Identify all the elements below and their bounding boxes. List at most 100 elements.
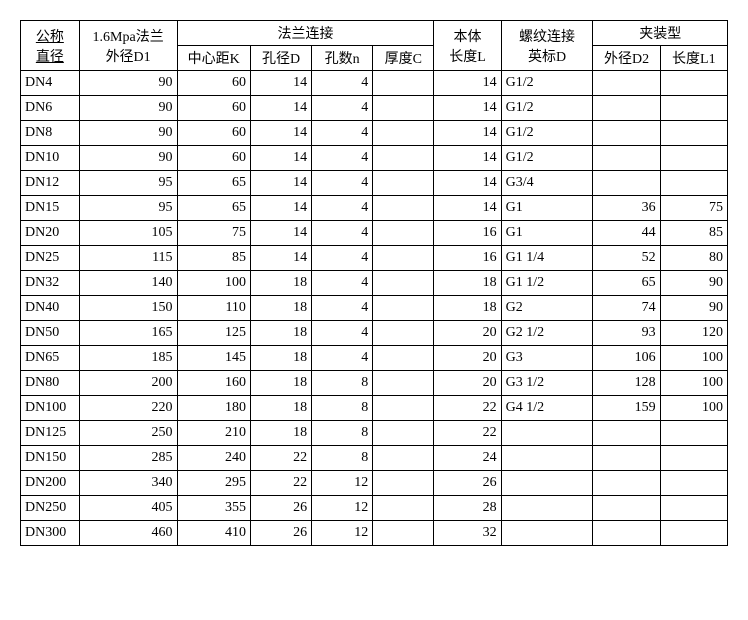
- cell-d: 14: [250, 221, 311, 246]
- cell-thr: G4 1/2: [501, 396, 593, 421]
- cell-d1: 250: [79, 421, 177, 446]
- table-row: DN15956514414G13675: [21, 196, 728, 221]
- cell-n: 12: [312, 521, 373, 546]
- cell-d1: 90: [79, 96, 177, 121]
- cell-c: [373, 271, 434, 296]
- cell-n: 4: [312, 271, 373, 296]
- cell-n: 8: [312, 396, 373, 421]
- cell-d: 22: [250, 446, 311, 471]
- cell-k: 295: [177, 471, 250, 496]
- header-l: 本体 长度L: [434, 21, 501, 71]
- cell-n: 4: [312, 346, 373, 371]
- table-row: DN12525021018822: [21, 421, 728, 446]
- cell-l1: 100: [660, 396, 727, 421]
- cell-thr: G2 1/2: [501, 321, 593, 346]
- cell-d: 14: [250, 146, 311, 171]
- cell-n: 4: [312, 96, 373, 121]
- cell-k: 85: [177, 246, 250, 271]
- header-d2: 外径D2: [593, 46, 660, 71]
- cell-d1: 200: [79, 371, 177, 396]
- cell-d1: 460: [79, 521, 177, 546]
- cell-d1: 95: [79, 196, 177, 221]
- header-dn-line2: 直径: [36, 50, 64, 65]
- header-dn: 公称 直径: [21, 21, 80, 71]
- cell-d: 18: [250, 271, 311, 296]
- cell-d2: 159: [593, 396, 660, 421]
- cell-d: 14: [250, 121, 311, 146]
- header-k: 中心距K: [177, 46, 250, 71]
- cell-k: 180: [177, 396, 250, 421]
- cell-d1: 150: [79, 296, 177, 321]
- cell-d2: 65: [593, 271, 660, 296]
- cell-d2: [593, 146, 660, 171]
- cell-d2: [593, 496, 660, 521]
- header-thread-line1: 螺纹连接: [519, 30, 575, 45]
- cell-k: 125: [177, 321, 250, 346]
- cell-c: [373, 196, 434, 221]
- cell-c: [373, 346, 434, 371]
- cell-d2: 93: [593, 321, 660, 346]
- cell-c: [373, 246, 434, 271]
- cell-l1: [660, 146, 727, 171]
- cell-dn: DN20: [21, 221, 80, 246]
- cell-dn: DN12: [21, 171, 80, 196]
- cell-l: 14: [434, 71, 501, 96]
- cell-k: 65: [177, 171, 250, 196]
- cell-n: 4: [312, 71, 373, 96]
- cell-c: [373, 121, 434, 146]
- table-row: DN4015011018418G27490: [21, 296, 728, 321]
- cell-n: 4: [312, 246, 373, 271]
- cell-n: 8: [312, 371, 373, 396]
- cell-d: 18: [250, 321, 311, 346]
- cell-l1: [660, 96, 727, 121]
- cell-c: [373, 446, 434, 471]
- cell-dn: DN200: [21, 471, 80, 496]
- cell-n: 4: [312, 321, 373, 346]
- cell-l: 18: [434, 296, 501, 321]
- cell-l1: [660, 121, 727, 146]
- cell-k: 355: [177, 496, 250, 521]
- cell-n: 12: [312, 496, 373, 521]
- cell-l1: 100: [660, 346, 727, 371]
- cell-d1: 90: [79, 71, 177, 96]
- cell-l1: 90: [660, 271, 727, 296]
- cell-c: [373, 296, 434, 321]
- cell-d1: 140: [79, 271, 177, 296]
- cell-dn: DN125: [21, 421, 80, 446]
- cell-d: 18: [250, 396, 311, 421]
- cell-k: 60: [177, 146, 250, 171]
- cell-n: 4: [312, 221, 373, 246]
- cell-c: [373, 496, 434, 521]
- header-d: 孔径D: [250, 46, 311, 71]
- cell-c: [373, 521, 434, 546]
- cell-k: 60: [177, 96, 250, 121]
- table-row: DN10022018018822G4 1/2159100: [21, 396, 728, 421]
- cell-d2: [593, 171, 660, 196]
- cell-d2: 128: [593, 371, 660, 396]
- cell-k: 145: [177, 346, 250, 371]
- cell-l1: 100: [660, 371, 727, 396]
- cell-thr: [501, 471, 593, 496]
- cell-thr: G1/2: [501, 146, 593, 171]
- cell-l1: 80: [660, 246, 727, 271]
- cell-thr: G3 1/2: [501, 371, 593, 396]
- cell-d2: 36: [593, 196, 660, 221]
- table-row: DN250405355261228: [21, 496, 728, 521]
- cell-l1: 85: [660, 221, 727, 246]
- cell-l: 14: [434, 96, 501, 121]
- cell-dn: DN50: [21, 321, 80, 346]
- cell-d2: 106: [593, 346, 660, 371]
- cell-l: 20: [434, 371, 501, 396]
- cell-l1: 120: [660, 321, 727, 346]
- cell-dn: DN150: [21, 446, 80, 471]
- cell-d1: 105: [79, 221, 177, 246]
- cell-dn: DN32: [21, 271, 80, 296]
- table-row: DN12956514414G3/4: [21, 171, 728, 196]
- cell-d: 18: [250, 346, 311, 371]
- cell-n: 4: [312, 196, 373, 221]
- cell-k: 210: [177, 421, 250, 446]
- cell-l1: [660, 471, 727, 496]
- cell-d: 18: [250, 421, 311, 446]
- header-c: 厚度C: [373, 46, 434, 71]
- cell-dn: DN15: [21, 196, 80, 221]
